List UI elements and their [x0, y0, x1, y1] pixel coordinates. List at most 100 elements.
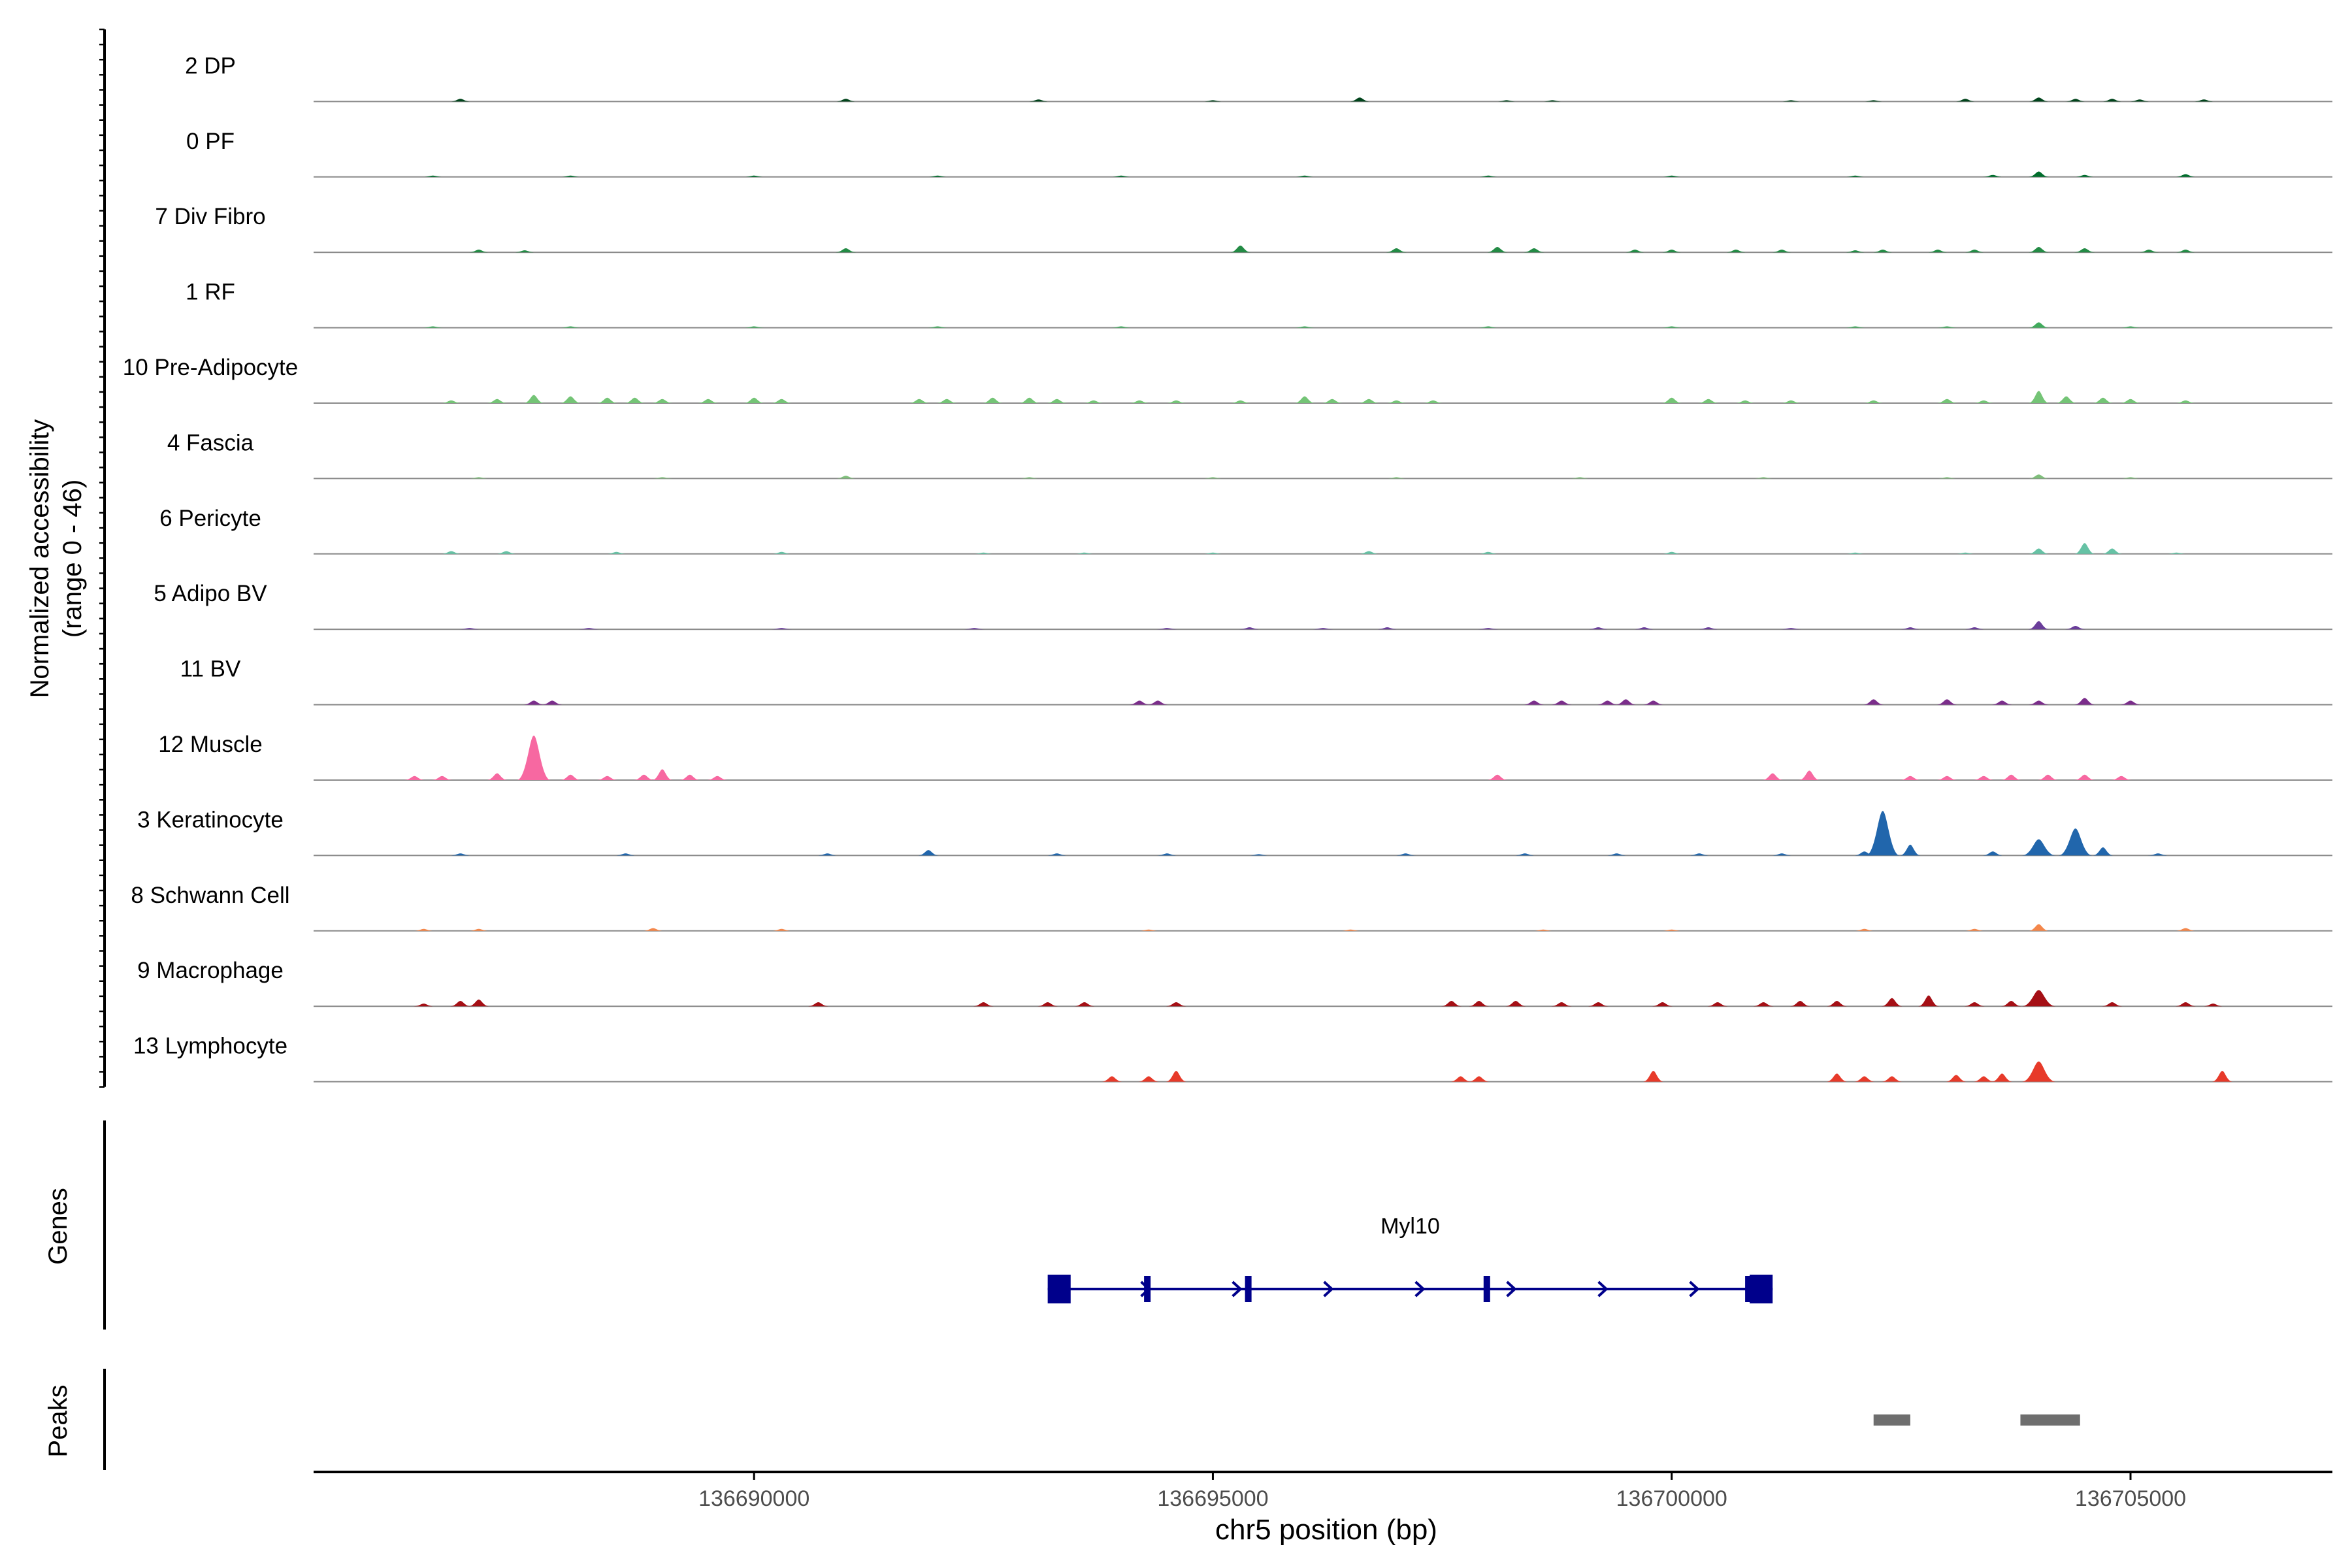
- gene-strand-arrow: [1597, 1281, 1609, 1298]
- coverage-peak: [1780, 628, 1802, 630]
- coverage-peak: [1964, 1002, 1985, 1007]
- coverage-peak: [413, 1004, 434, 1007]
- coverage-peak: [495, 551, 517, 554]
- coverage-peak: [1358, 399, 1380, 403]
- coverage-peak: [2028, 97, 2050, 102]
- coverage-peak: [1037, 1002, 1058, 1007]
- coverage-peak: [1735, 400, 1756, 403]
- coverage-peak: [1936, 326, 1958, 328]
- coverage-peak: [1642, 1071, 1664, 1082]
- coverage-peak: [642, 928, 664, 931]
- coverage-peak: [1441, 1000, 1462, 1007]
- gene-exon: [1483, 1276, 1490, 1302]
- coverage-peak: [1486, 246, 1508, 253]
- track-12-muscle: 12 Muscle: [158, 732, 2332, 781]
- coverage-peak: [1358, 551, 1380, 554]
- coverage-peak: [1854, 928, 1875, 931]
- track-9-macrophage: 9 Macrophage: [137, 958, 2332, 1007]
- coverage-peak: [1588, 1002, 1609, 1007]
- coverage-peak: [927, 326, 949, 328]
- coverage-peak: [1156, 628, 1178, 630]
- coverage-peak: [743, 397, 765, 403]
- coverage-peak: [2021, 839, 2056, 856]
- coverage-peak: [771, 628, 792, 630]
- coverage-peak: [440, 551, 462, 554]
- coverage-peak: [1955, 552, 1976, 554]
- coverage-peak: [1138, 1076, 1160, 1082]
- coverage-peak: [468, 928, 489, 931]
- coverage-peak: [2175, 250, 2197, 253]
- coverage-peak: [1514, 853, 1535, 856]
- track-label: 11 BV: [180, 657, 241, 682]
- coverage-peak: [1973, 400, 1995, 403]
- coverage-peak: [1854, 1076, 1875, 1082]
- coverage-peak: [1697, 399, 1719, 403]
- coverage-peak: [697, 399, 719, 403]
- coverage-peak: [1248, 854, 1269, 856]
- coverage-peak: [973, 1002, 994, 1007]
- coverage-peak: [2101, 548, 2123, 554]
- coverage-peak: [2021, 990, 2056, 1007]
- track-label: 3 Keratinocyte: [137, 807, 284, 832]
- coverage-peak: [1936, 699, 1958, 705]
- coverage-peak: [651, 477, 673, 479]
- coverage-peak: [1936, 399, 1958, 403]
- coverage-peak: [468, 477, 489, 479]
- coverage-peak: [1019, 477, 1040, 479]
- coverage-peak: [523, 700, 545, 705]
- coverage-peak: [560, 774, 581, 780]
- coverage-peak: [2028, 246, 2050, 253]
- coverage-peak: [1202, 552, 1224, 554]
- coverage-peak: [2138, 250, 2160, 253]
- coverage-peak: [1138, 929, 1160, 931]
- coverage-peak: [1936, 477, 1958, 479]
- x-tick-label: 136695000: [1157, 1486, 1268, 1511]
- coverage-peak: [596, 397, 618, 403]
- gene-exon: [1245, 1276, 1252, 1302]
- coverage-peak: [2074, 774, 2095, 780]
- coverage-peak: [2028, 548, 2050, 554]
- coverage-peak: [2175, 928, 2197, 931]
- track-label: 7 Div Fibro: [155, 204, 265, 229]
- track-label: 13 Lymphocyte: [133, 1034, 287, 1059]
- coverage-peak: [2028, 621, 2050, 630]
- coverage-peak: [2175, 400, 2197, 403]
- coverage-peak: [1129, 400, 1151, 403]
- coverage-peak: [2175, 174, 2197, 177]
- coverage-peak: [560, 396, 581, 403]
- track-6-pericyte: 6 Pericyte: [159, 506, 2332, 555]
- coverage-peak: [1642, 700, 1664, 705]
- coverage-peak: [2202, 1004, 2224, 1007]
- coverage-peak: [2175, 1002, 2197, 1007]
- gene-strand-arrow: [1323, 1281, 1334, 1298]
- peak-track: [103, 1369, 2080, 1470]
- track-label: 12 Muscle: [158, 732, 263, 757]
- track-10-pre-adipocyte: 10 Pre-Adipocyte: [123, 355, 2332, 404]
- coverage-peak: [2065, 99, 2086, 102]
- coverage-peak: [743, 175, 765, 177]
- coverage-peak: [1973, 1076, 1995, 1082]
- coverage-peak: [1707, 1002, 1728, 1007]
- coverage-peak: [2028, 474, 2050, 479]
- coverage-peak: [1230, 245, 1251, 253]
- coverage-peak: [1946, 1075, 1967, 1082]
- x-tick-label: 136690000: [698, 1486, 809, 1511]
- peak-region: [2020, 1414, 2080, 1426]
- coverage-peak: [1973, 776, 1995, 780]
- coverage-peak: [835, 248, 857, 253]
- coverage-peak: [1844, 552, 1866, 554]
- coverage-peak: [2001, 1000, 2022, 1007]
- track-5-adipo-bv: 5 Adipo BV: [154, 581, 2332, 630]
- coverage-peak: [1101, 1076, 1122, 1082]
- coverage-peak: [1771, 853, 1793, 856]
- coverage-peak: [1422, 400, 1444, 403]
- coverage-peak: [1505, 1000, 1526, 1007]
- coverage-peak: [542, 700, 563, 705]
- coverage-peak: [1606, 853, 1627, 856]
- coverage-peak: [422, 175, 444, 177]
- coverage-peak: [1166, 400, 1187, 403]
- coverage-peak: [2028, 700, 2050, 705]
- coverage-peak: [1661, 175, 1682, 177]
- track-label: 0 PF: [186, 129, 235, 154]
- coverage-peak: [1486, 774, 1508, 780]
